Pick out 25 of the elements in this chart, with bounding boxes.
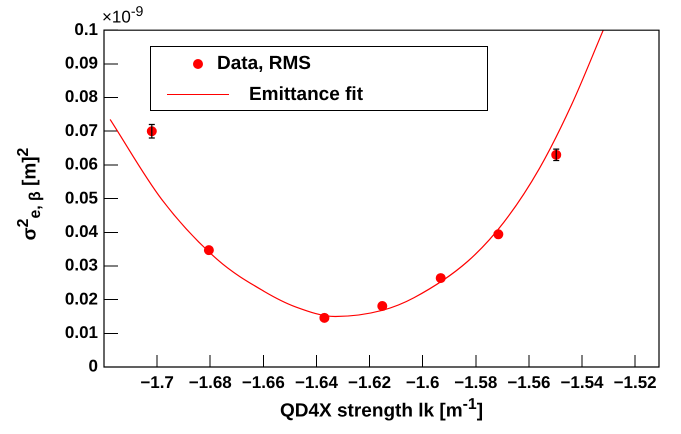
x-tick-label: −1.66 (242, 372, 285, 392)
legend-label: Data, RMS (217, 53, 311, 76)
y-tick-label: 0.03 (64, 256, 98, 275)
x-tick-label: −1.62 (348, 372, 392, 392)
y-tick-label: 0.02 (64, 289, 98, 308)
x-tick-label: −1.58 (454, 372, 498, 392)
text: ×10$^{-9}$ (102, 3, 144, 28)
x-tick-label: −1.54 (560, 372, 604, 392)
y-tick-label: 0 (88, 356, 98, 376)
y-tick-label: 0.08 (64, 87, 98, 106)
y-tick-label: 0.09 (64, 54, 98, 73)
x-tick-label: −1.68 (188, 372, 232, 392)
y-tick-label: 0.1 (74, 20, 98, 39)
x-tick-label: −1.56 (507, 372, 550, 392)
x-tick-label: −1.64 (294, 372, 338, 392)
y-tick-label: 0.07 (64, 120, 98, 140)
legend-label: Emittance fit (249, 84, 364, 106)
y-tick-label: 0.04 (64, 222, 99, 241)
x-axis-title: QD4X strength lk [m$^{-1}$] (278, 396, 484, 422)
y-tick-label: 0.06 (64, 154, 98, 174)
y-tick-label: 0.05 (64, 188, 98, 208)
x-tick-label: −1.52 (614, 372, 657, 392)
x-tick-label: −1.6 (406, 372, 440, 392)
y-tick-label: 0.01 (64, 323, 98, 342)
x-tick-label: −1.7 (140, 372, 174, 392)
